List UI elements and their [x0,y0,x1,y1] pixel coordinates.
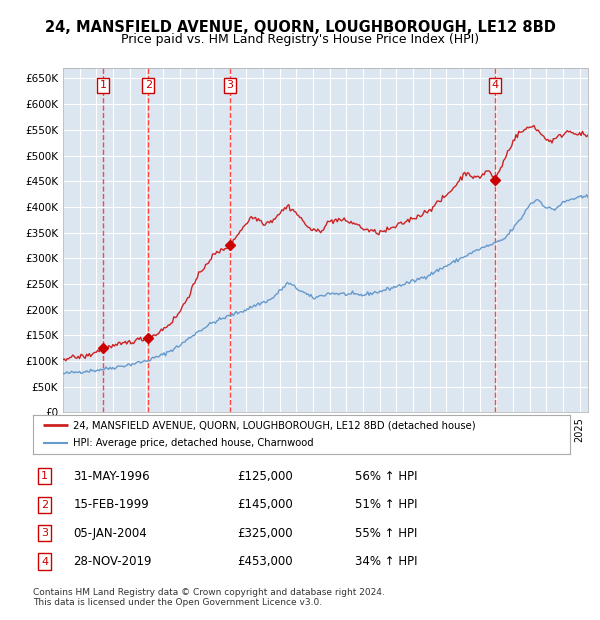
Text: 15-FEB-1999: 15-FEB-1999 [73,498,149,511]
Text: 34% ↑ HPI: 34% ↑ HPI [355,555,418,568]
Text: Contains HM Land Registry data © Crown copyright and database right 2024.
This d: Contains HM Land Registry data © Crown c… [33,588,385,607]
Text: 2: 2 [41,500,49,510]
Text: £145,000: £145,000 [237,498,293,511]
Text: 1: 1 [100,80,107,91]
Text: 24, MANSFIELD AVENUE, QUORN, LOUGHBOROUGH, LE12 8BD (detached house): 24, MANSFIELD AVENUE, QUORN, LOUGHBOROUG… [73,420,476,430]
Text: 4: 4 [491,80,499,91]
Text: £325,000: £325,000 [237,526,293,539]
Text: 24, MANSFIELD AVENUE, QUORN, LOUGHBOROUGH, LE12 8BD: 24, MANSFIELD AVENUE, QUORN, LOUGHBOROUG… [44,20,556,35]
Text: 3: 3 [41,528,49,538]
Text: 31-MAY-1996: 31-MAY-1996 [73,470,150,483]
Text: 51% ↑ HPI: 51% ↑ HPI [355,498,418,511]
Text: 2: 2 [145,80,152,91]
Text: £125,000: £125,000 [237,470,293,483]
Text: Price paid vs. HM Land Registry's House Price Index (HPI): Price paid vs. HM Land Registry's House … [121,33,479,46]
Text: £453,000: £453,000 [237,555,293,568]
Text: 56% ↑ HPI: 56% ↑ HPI [355,470,418,483]
Text: 05-JAN-2004: 05-JAN-2004 [73,526,147,539]
Text: 55% ↑ HPI: 55% ↑ HPI [355,526,418,539]
Text: 28-NOV-2019: 28-NOV-2019 [73,555,152,568]
Text: HPI: Average price, detached house, Charnwood: HPI: Average price, detached house, Char… [73,438,314,448]
Text: 1: 1 [41,471,49,481]
Text: 4: 4 [41,557,49,567]
Text: 3: 3 [226,80,233,91]
